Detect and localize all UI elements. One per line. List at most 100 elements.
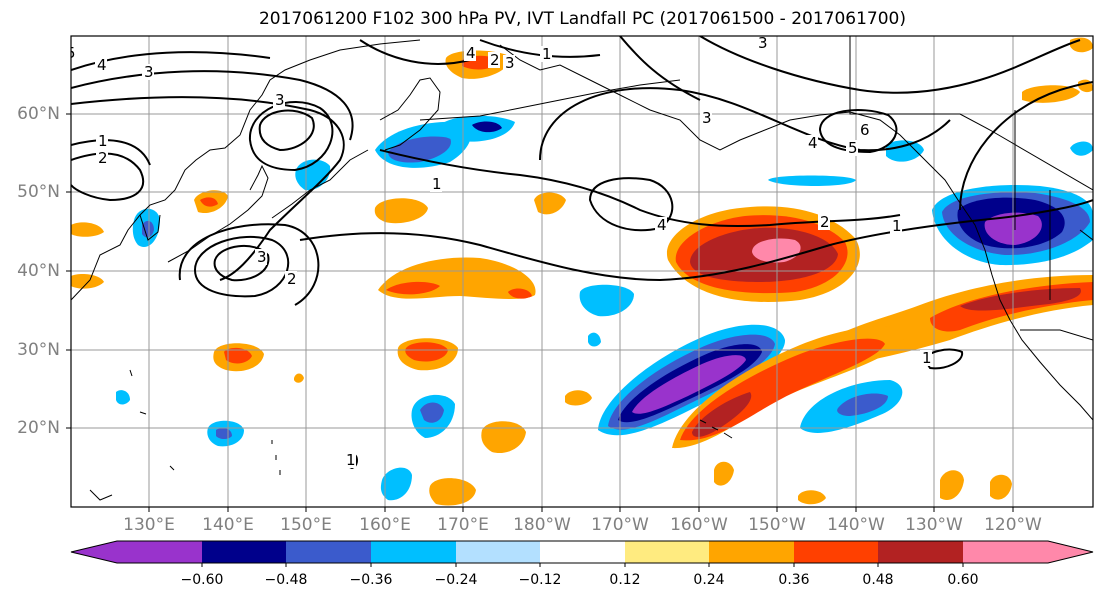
longitude-label: 140°E xyxy=(202,515,254,535)
contour-label: 6 xyxy=(860,121,870,139)
positive-anomaly-region xyxy=(71,274,104,289)
colorbar-segment xyxy=(286,541,371,563)
contour-line xyxy=(588,177,674,232)
longitude-label: 130°E xyxy=(123,515,175,535)
positive-anomaly-region xyxy=(798,490,826,505)
longitude-label: 150°E xyxy=(280,515,332,535)
colorbar-segment xyxy=(709,541,794,563)
negative-anomaly-region xyxy=(116,390,130,405)
contour-label: 2 xyxy=(98,149,108,167)
contour-label: 1 xyxy=(346,451,356,469)
longitude-label: 180°W xyxy=(513,515,571,535)
latitude-label: 60°N xyxy=(17,104,60,124)
longitude-label: 140°W xyxy=(827,515,885,535)
colorbar-ticks xyxy=(201,563,964,567)
contour-label: 2 xyxy=(820,213,830,231)
latitude-label: 40°N xyxy=(17,261,60,281)
coastline-japan xyxy=(167,164,269,263)
contour-line xyxy=(379,149,901,228)
contour-line xyxy=(71,139,151,166)
contour-label: 2 xyxy=(287,270,297,288)
coastline-korea xyxy=(139,214,161,241)
positive-anomaly-region xyxy=(508,288,532,299)
colorbar-tick-label: 0.24 xyxy=(693,572,725,588)
contour-label: 1 xyxy=(922,349,932,367)
longitude-label: 120°W xyxy=(984,515,1042,535)
colorbar-segment xyxy=(794,541,878,563)
colorbar-tick-label: 0.12 xyxy=(609,572,641,588)
border-states xyxy=(1014,110,1093,300)
negative-anomaly-region xyxy=(588,332,601,347)
contour-line xyxy=(71,70,354,141)
negative-anomaly-region xyxy=(1070,141,1093,156)
contour-labels: 5 4 3 3 1 2 4 2 3 1 1 3 3 4 5 6 3 2 4 2 xyxy=(66,34,932,469)
contour-label: 1 xyxy=(892,217,902,235)
hawaii-islands xyxy=(699,419,733,439)
colorbar-tick-label: 0.48 xyxy=(862,572,894,588)
positive-anomaly-region xyxy=(481,421,526,454)
colorbar-segment xyxy=(625,541,709,563)
positive-anomaly-region xyxy=(960,288,1081,311)
contour-label: 4 xyxy=(657,216,667,234)
contour-label: 3 xyxy=(275,91,285,109)
contour-line xyxy=(71,152,145,202)
positive-anomaly-region xyxy=(374,198,428,224)
positive-anomaly-region xyxy=(940,470,964,500)
contour-line xyxy=(71,51,271,71)
colorbar-segment xyxy=(878,541,963,563)
positive-anomaly-region xyxy=(692,392,752,437)
longitude-label: 130°W xyxy=(905,515,963,535)
contour-line xyxy=(299,199,1093,282)
pv-contours xyxy=(71,36,1093,470)
contour-line xyxy=(959,81,1093,211)
contour-line xyxy=(539,87,951,161)
negative-anomaly-region xyxy=(380,467,412,501)
contour-label: 3 xyxy=(257,248,267,266)
coastline-asia xyxy=(71,39,421,301)
contour-label: 2 xyxy=(490,51,500,69)
contour-line xyxy=(71,96,345,281)
contour-label: 4 xyxy=(97,56,107,74)
contour-line xyxy=(213,244,270,282)
longitude-label: 160°W xyxy=(670,515,728,535)
negative-anomaly-region xyxy=(886,140,924,162)
colorbar-tick-label: −0.24 xyxy=(434,572,478,588)
coastline-aleutians xyxy=(419,79,681,121)
contour-label: 3 xyxy=(144,63,154,81)
colorbar xyxy=(70,540,1094,567)
colorbar-tick-label: −0.36 xyxy=(349,572,393,588)
contour-line xyxy=(193,235,290,298)
longitude-label: 170°W xyxy=(591,515,649,535)
negative-anomaly-region xyxy=(768,175,856,186)
colorbar-tick-label: −0.48 xyxy=(264,572,308,588)
figure-title: 2017061200 F102 300 hPa PV, IVT Landfall… xyxy=(258,9,906,29)
longitude-label: 150°W xyxy=(748,515,806,535)
colorbar-tick-label: 0.36 xyxy=(778,572,810,588)
axis-ticks xyxy=(66,113,1014,512)
contour-line xyxy=(178,223,320,306)
colorbar-segment xyxy=(202,541,286,563)
colorbar-outline xyxy=(70,540,1094,564)
latitude-label: 50°N xyxy=(17,182,60,202)
positive-anomaly-region xyxy=(565,390,592,406)
colorbar-segment xyxy=(456,541,540,563)
contour-label: 5 xyxy=(66,44,76,62)
positive-anomaly-region xyxy=(224,347,252,364)
longitude-label: 170°E xyxy=(437,515,489,535)
colorbar-tick-label: 0.60 xyxy=(947,572,979,588)
contour-label: 4 xyxy=(808,134,818,152)
contour-line xyxy=(258,109,315,152)
contour-label: 4 xyxy=(466,44,476,62)
minor-islands xyxy=(89,369,281,501)
contour-label: 3 xyxy=(702,109,712,127)
positive-anomaly-region xyxy=(71,222,104,237)
colorbar-tick-label: −0.12 xyxy=(518,572,562,588)
contour-label: 3 xyxy=(505,54,515,72)
contour-label: 3 xyxy=(758,34,768,52)
negative-anomaly-region xyxy=(142,220,154,238)
contour-line xyxy=(619,36,701,101)
latitude-label: 20°N xyxy=(17,418,60,438)
contour-line xyxy=(818,109,898,154)
negative-anomaly-region xyxy=(837,393,888,416)
